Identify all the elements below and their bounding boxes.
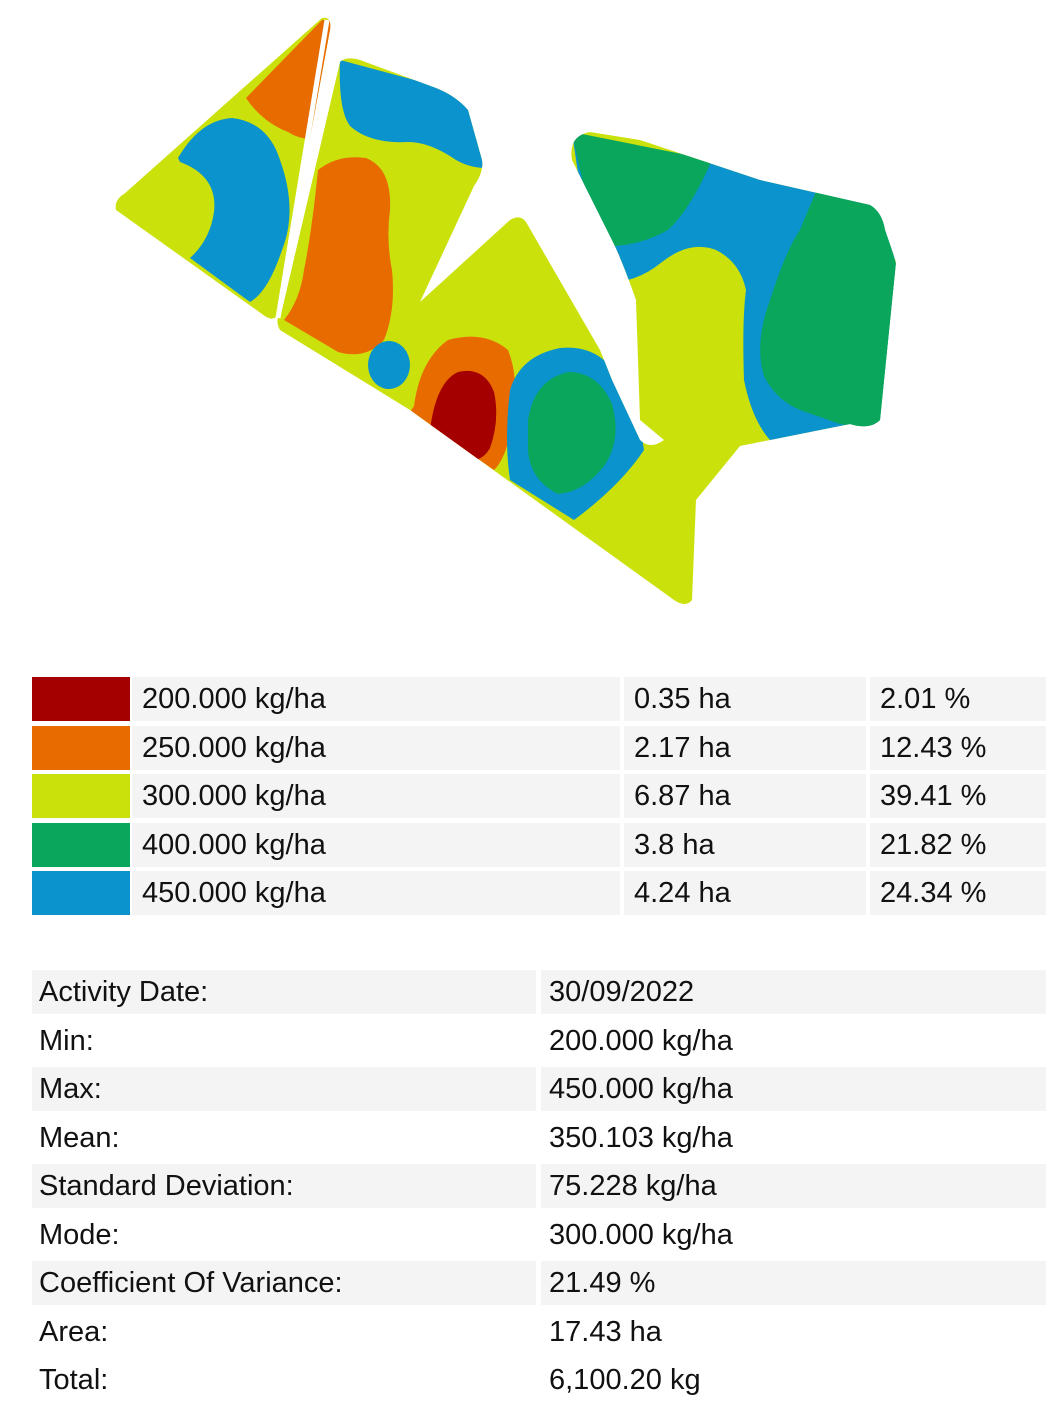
stat-row-activity-date: Activity Date: 30/09/2022 <box>32 970 1046 1014</box>
stat-label: Total: <box>39 1364 109 1396</box>
legend-rate: 200.000 kg/ha <box>132 677 620 721</box>
stat-row-standard-deviation: Standard Deviation: 75.228 kg/ha <box>32 1164 1046 1208</box>
legend-swatch <box>32 677 130 721</box>
legend-swatch <box>32 871 130 915</box>
stat-label: Activity Date: <box>32 970 536 1014</box>
stat-row-total: Total: 6,100.20 kg <box>32 1358 1046 1402</box>
field-zone-main <box>277 58 896 604</box>
stat-row-mode: Mode: 300.000 kg/ha <box>32 1213 1046 1257</box>
stat-value: 200.000 kg/ha <box>549 1024 733 1057</box>
stat-label: Mode: <box>39 1218 120 1251</box>
legend-percent: 24.34 % <box>870 871 1046 915</box>
legend-swatch <box>32 725 130 770</box>
stat-row-max: Max: 450.000 kg/ha <box>32 1067 1046 1111</box>
stat-value: 300.000 kg/ha <box>549 1218 733 1251</box>
legend-row: 250.000 kg/ha 2.17 ha 12.43 % <box>32 725 1046 770</box>
legend-rate: 450.000 kg/ha <box>132 871 620 915</box>
stat-value: 6,100.20 kg <box>549 1364 701 1396</box>
stat-label: Standard Deviation: <box>32 1164 536 1208</box>
legend-percent: 12.43 % <box>870 725 1046 770</box>
stat-value: 450.000 kg/ha <box>541 1067 1046 1111</box>
legend-area: 6.87 ha <box>624 774 866 818</box>
legend-area: 2.17 ha <box>624 725 866 770</box>
legend-rate: 250.000 kg/ha <box>132 725 620 770</box>
stat-value: 21.49 % <box>541 1261 1046 1305</box>
legend-percent: 2.01 % <box>870 677 1046 721</box>
stat-label: Coefficient Of Variance: <box>32 1261 536 1305</box>
stat-row-mean: Mean: 350.103 kg/ha <box>32 1116 1046 1160</box>
stat-label: Mean: <box>39 1121 120 1154</box>
legend-area: 0.35 ha <box>624 677 866 721</box>
legend-rate: 400.000 kg/ha <box>132 822 620 867</box>
legend-area: 4.24 ha <box>624 871 866 915</box>
legend-row: 300.000 kg/ha 6.87 ha 39.41 % <box>32 774 1046 818</box>
legend-area: 3.8 ha <box>624 822 866 867</box>
stat-row-coefficient-of-variance: Coefficient Of Variance: 21.49 % <box>32 1261 1046 1305</box>
legend-percent: 39.41 % <box>870 774 1046 818</box>
stat-value: 75.228 kg/ha <box>541 1164 1046 1208</box>
stat-row-area: Area: 17.43 ha <box>32 1310 1046 1354</box>
stat-label: Min: <box>39 1024 94 1057</box>
legend-rate: 300.000 kg/ha <box>132 774 620 818</box>
stat-label: Max: <box>32 1067 536 1111</box>
legend-swatch <box>32 774 130 818</box>
stat-value: 350.103 kg/ha <box>549 1121 733 1154</box>
legend-row: 200.000 kg/ha 0.35 ha 2.01 % <box>32 677 1046 721</box>
application-rate-map <box>115 17 896 604</box>
legend-percent: 21.82 % <box>870 822 1046 867</box>
stat-label: Area: <box>39 1315 109 1348</box>
stat-value: 17.43 ha <box>549 1315 662 1348</box>
stat-value: 30/09/2022 <box>541 970 1046 1014</box>
legend-row: 400.000 kg/ha 3.8 ha 21.82 % <box>32 822 1046 867</box>
legend-table: 200.000 kg/ha 0.35 ha 2.01 % 250.000 kg/… <box>32 677 1046 920</box>
legend-row: 450.000 kg/ha 4.24 ha 24.34 % <box>32 871 1046 915</box>
stats-table: Activity Date: 30/09/2022 Min: 200.000 k… <box>32 970 1046 1407</box>
legend-swatch <box>32 822 130 867</box>
stat-row-min: Min: 200.000 kg/ha <box>32 1019 1046 1063</box>
